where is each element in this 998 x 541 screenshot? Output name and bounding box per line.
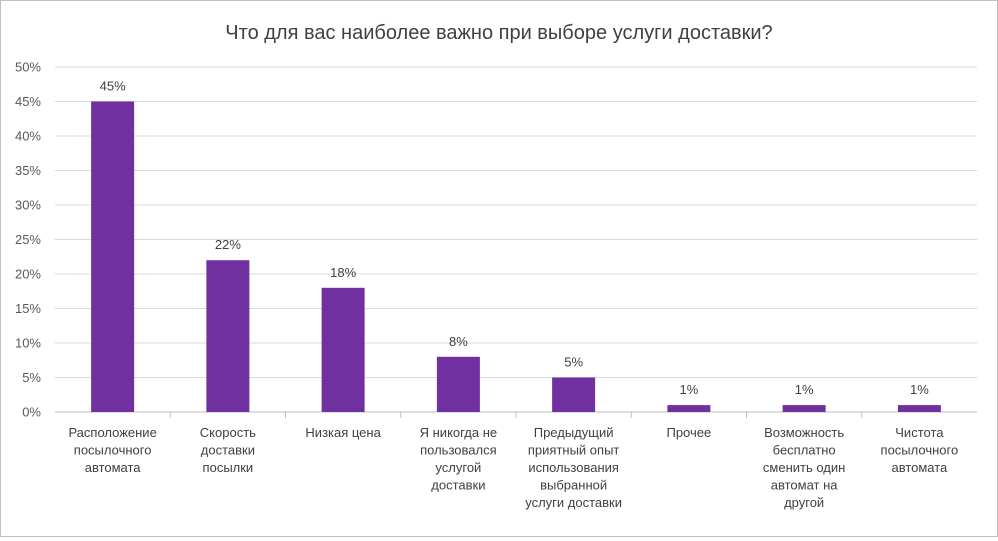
chart-title: Что для вас наиболее важно при выборе ус… xyxy=(225,22,772,44)
x-category-label-line: автомат на xyxy=(771,478,839,493)
x-category-label-line: Я никогда не xyxy=(420,425,498,440)
y-tick-label: 20% xyxy=(15,267,41,282)
data-label: 8% xyxy=(449,334,468,349)
y-tick-label: 35% xyxy=(15,163,41,178)
x-category-label: Чистота посылочного автомата xyxy=(881,425,959,475)
x-category-label-line: пользовался xyxy=(420,443,497,458)
x-category-label-line: сменить один xyxy=(763,460,845,475)
x-category-label-line: использования xyxy=(528,460,619,475)
data-label: 1% xyxy=(795,382,814,397)
y-tick-label: 15% xyxy=(15,301,41,316)
bar xyxy=(667,405,711,412)
bar xyxy=(897,405,941,412)
x-category-label-line: услугой xyxy=(435,460,481,475)
x-category-label-line: посылочного xyxy=(881,443,959,458)
y-axis: 0% 5% 10% 15% 20% 25% 30% 35% 40% 45% 50% xyxy=(15,60,41,420)
x-category-label: Скорость доставки посылки xyxy=(200,425,256,475)
data-labels: 45% 22% 18% 8% 5% 1% 1% 1% xyxy=(100,79,930,398)
x-category-label-line: выбранной xyxy=(540,478,607,493)
data-label: 1% xyxy=(679,382,698,397)
x-category-label-line: Чистота xyxy=(895,425,944,440)
data-label: 45% xyxy=(100,79,126,94)
bar xyxy=(321,287,365,412)
data-label: 22% xyxy=(215,237,241,252)
bars xyxy=(91,101,941,412)
bar xyxy=(552,377,596,412)
x-category-label-line: услуги доставки xyxy=(525,495,622,510)
x-category-label-line: другой xyxy=(784,495,824,510)
x-category-label-line: Возможность xyxy=(764,425,844,440)
x-category-label-line: автомата xyxy=(891,460,948,475)
x-axis: Расположение посылочного автомата Скорость д… xyxy=(68,412,958,510)
x-category-label-line: Прочее xyxy=(666,425,711,440)
x-category-label-line: посылки xyxy=(203,460,254,475)
x-category-label-line: бесплатно xyxy=(773,443,836,458)
y-tick-label: 0% xyxy=(22,405,41,420)
y-tick-label: 40% xyxy=(15,129,41,144)
y-tick-label: 50% xyxy=(15,60,41,75)
x-category-label: Предыдущий приятный опыт использования выбр… xyxy=(525,425,622,510)
x-category-label: Низкая цена xyxy=(305,425,381,440)
y-tick-label: 30% xyxy=(15,198,41,213)
x-category-label: Расположение посылочного автомата xyxy=(68,425,156,475)
data-label: 1% xyxy=(910,382,929,397)
x-category-label-line: доставки xyxy=(201,443,255,458)
x-category-label: Возможность бесплатно сменить один автомат … xyxy=(763,425,845,510)
y-tick-label: 10% xyxy=(15,336,41,351)
x-category-label: Прочее xyxy=(666,425,711,440)
y-tick-label: 5% xyxy=(22,370,41,385)
bar xyxy=(91,101,135,412)
y-tick-label: 25% xyxy=(15,232,41,247)
x-category-label: Я никогда не пользовался услугой доставки xyxy=(420,425,498,493)
x-category-label-line: Предыдущий xyxy=(534,425,614,440)
data-label: 5% xyxy=(564,355,583,370)
x-category-label-line: приятный опыт xyxy=(528,443,620,458)
gridlines xyxy=(55,66,977,413)
x-category-label-line: автомата xyxy=(85,460,142,475)
y-tick-label: 45% xyxy=(15,94,41,109)
bar xyxy=(436,356,480,412)
bar xyxy=(782,405,826,412)
x-category-label-line: Скорость xyxy=(200,425,256,440)
x-category-label-line: Расположение xyxy=(68,425,156,440)
x-category-label-line: Низкая цена xyxy=(305,425,381,440)
x-category-label-line: доставки xyxy=(431,478,485,493)
data-label: 18% xyxy=(330,265,356,280)
bar xyxy=(206,260,250,412)
x-category-label-line: посылочного xyxy=(74,443,152,458)
